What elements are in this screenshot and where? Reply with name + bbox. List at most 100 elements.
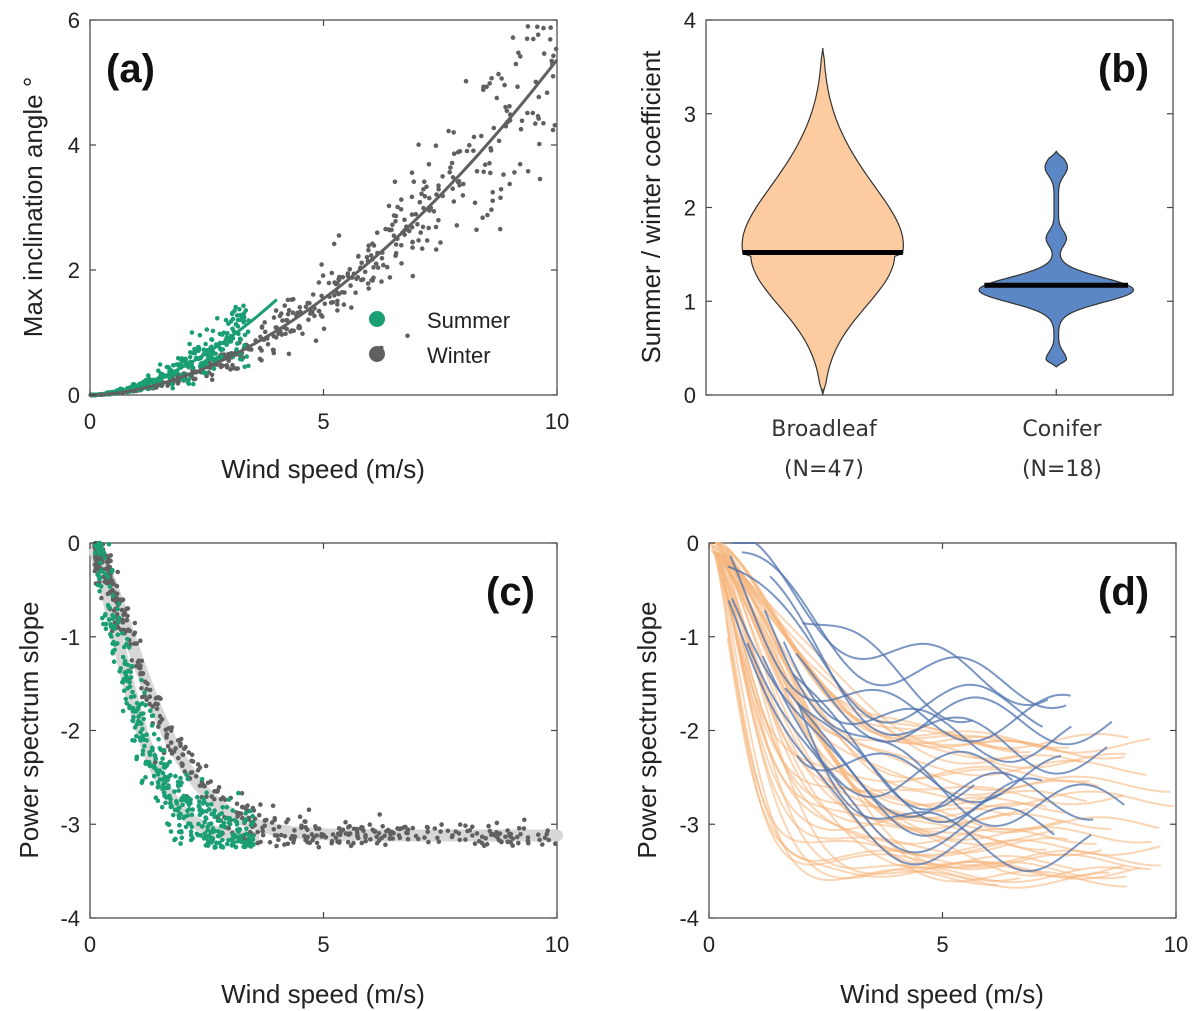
scatter-point-winter bbox=[282, 833, 288, 839]
scatter-point-summer bbox=[209, 811, 214, 817]
scatter-point-summer bbox=[242, 819, 247, 825]
scatter-point-summer bbox=[234, 313, 240, 318]
fit-line-summer bbox=[89, 298, 278, 397]
scatter-point-summer bbox=[242, 364, 247, 370]
scatter-point-winter bbox=[433, 224, 439, 230]
scatter-point-summer bbox=[209, 802, 214, 807]
scatter-point-winter bbox=[154, 706, 160, 712]
scatter-point-winter bbox=[427, 195, 432, 201]
scatter-point-summer bbox=[212, 814, 217, 820]
scatter-point-winter bbox=[470, 833, 475, 838]
scatter-point-winter bbox=[259, 348, 264, 353]
panel-b-coefficient-violin: 0 1 2 3 4 (b) Summer / winter coefficient Br… bbox=[636, 8, 1174, 482]
scatter-point-winter bbox=[502, 82, 507, 88]
scatter-point-summer bbox=[209, 337, 214, 342]
scatter-point-summer bbox=[250, 833, 256, 839]
scatter-point-winter bbox=[147, 694, 152, 700]
scatter-point-winter bbox=[460, 193, 466, 198]
panel-b-ticks: 0 1 2 3 4 bbox=[684, 8, 1173, 408]
scatter-point-summer bbox=[185, 808, 190, 814]
scatter-point-summer bbox=[124, 678, 130, 683]
scatter-point-winter bbox=[407, 228, 412, 234]
scatter-point-winter bbox=[436, 183, 441, 188]
spectrum-line-conifer bbox=[784, 687, 1094, 821]
scatter-point-winter bbox=[326, 280, 332, 286]
spectrum-line-conifer bbox=[761, 655, 1014, 799]
scatter-point-summer bbox=[242, 332, 248, 338]
scatter-point-summer bbox=[106, 541, 112, 547]
scatter-point-summer bbox=[134, 733, 139, 739]
scatter-point-winter bbox=[138, 638, 143, 643]
scatter-point-winter bbox=[321, 326, 327, 332]
scatter-point-winter bbox=[405, 827, 411, 832]
scatter-point-summer bbox=[143, 775, 148, 780]
scatter-point-summer bbox=[172, 837, 177, 843]
scatter-point-winter bbox=[451, 130, 457, 135]
scatter-point-winter bbox=[396, 833, 402, 838]
scatter-point-summer bbox=[205, 838, 211, 843]
scatter-point-summer bbox=[188, 350, 193, 355]
scatter-point-winter bbox=[302, 833, 307, 839]
scatter-point-summer bbox=[123, 669, 129, 675]
scatter-point-summer bbox=[197, 799, 202, 804]
scatter-point-winter bbox=[525, 24, 531, 29]
scatter-point-summer bbox=[205, 828, 210, 833]
ytick-label: 0 bbox=[68, 383, 80, 408]
scatter-point-summer bbox=[160, 756, 165, 761]
spectrum-line-broadleaf bbox=[713, 551, 1087, 807]
scatter-point-winter bbox=[271, 315, 277, 320]
scatter-point-winter bbox=[416, 836, 421, 842]
scatter-point-winter bbox=[195, 768, 201, 773]
xtick-label: 0 bbox=[84, 932, 96, 957]
scatter-point-winter bbox=[193, 376, 198, 382]
scatter-point-summer bbox=[141, 737, 147, 742]
scatter-point-summer bbox=[234, 822, 240, 827]
scatter-point-summer bbox=[120, 631, 125, 636]
scatter-point-winter bbox=[501, 172, 506, 177]
scatter-point-winter bbox=[553, 46, 559, 52]
scatter-point-winter bbox=[359, 277, 364, 283]
scatter-point-winter bbox=[289, 328, 295, 333]
scatter-point-winter bbox=[209, 794, 215, 799]
scatter-point-summer bbox=[192, 346, 197, 352]
scatter-point-summer bbox=[187, 341, 192, 347]
scatter-point-summer bbox=[115, 606, 120, 612]
scatter-point-summer bbox=[188, 800, 193, 806]
ytick-label: 0 bbox=[68, 531, 80, 556]
scatter-point-summer bbox=[235, 317, 241, 323]
scatter-point-winter bbox=[355, 832, 360, 838]
scatter-point-summer bbox=[183, 824, 189, 830]
scatter-point-winter bbox=[426, 839, 431, 845]
scatter-point-summer bbox=[176, 815, 182, 821]
scatter-point-winter bbox=[284, 819, 289, 825]
scatter-point-winter bbox=[447, 169, 453, 175]
scatter-point-summer bbox=[215, 316, 220, 321]
scatter-point-winter bbox=[341, 302, 347, 307]
scatter-point-winter bbox=[454, 223, 460, 228]
scatter-point-summer bbox=[201, 836, 207, 841]
scatter-point-winter bbox=[337, 840, 342, 845]
scatter-point-winter bbox=[461, 181, 466, 187]
scatter-point-winter bbox=[498, 187, 504, 192]
scatter-point-summer bbox=[189, 812, 195, 817]
scatter-point-summer bbox=[128, 675, 134, 680]
scatter-point-summer bbox=[134, 701, 140, 706]
scatter-point-summer bbox=[199, 777, 205, 782]
scatter-point-winter bbox=[399, 243, 404, 248]
scatter-point-summer bbox=[123, 696, 129, 702]
scatter-point-summer bbox=[105, 602, 111, 608]
scatter-point-winter bbox=[203, 763, 209, 769]
scatter-point-winter bbox=[515, 84, 520, 89]
scatter-point-summer bbox=[190, 807, 195, 812]
scatter-point-summer bbox=[173, 773, 178, 779]
scatter-point-summer bbox=[230, 832, 236, 837]
scatter-point-summer bbox=[120, 654, 126, 660]
scatter-point-winter bbox=[236, 811, 241, 816]
spectrum-line-conifer bbox=[795, 652, 1113, 746]
scatter-point-winter bbox=[413, 211, 419, 217]
scatter-point-winter bbox=[371, 243, 377, 248]
scatter-point-winter bbox=[139, 658, 145, 664]
scatter-point-winter bbox=[379, 279, 384, 284]
scatter-point-summer bbox=[201, 796, 206, 802]
scatter-point-winter bbox=[525, 110, 530, 116]
